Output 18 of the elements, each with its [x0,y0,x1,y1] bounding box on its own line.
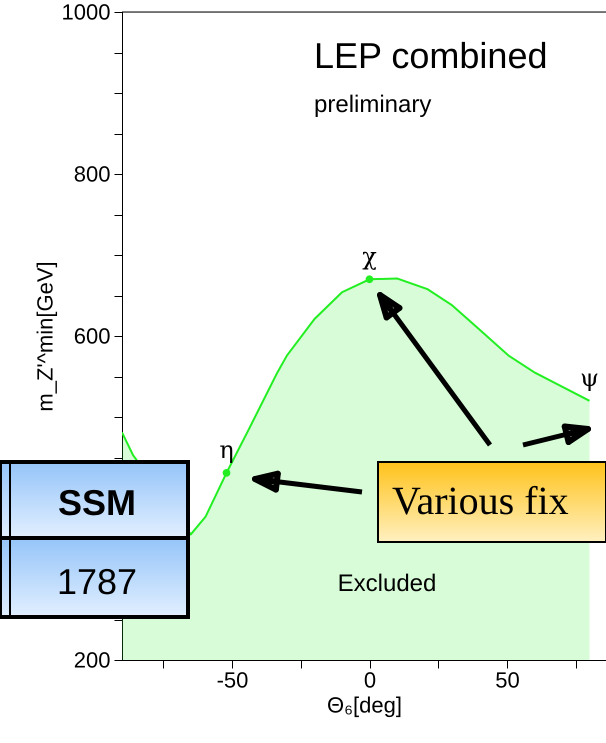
annotation: χ [362,242,378,270]
annotation: η [219,436,234,464]
text: LEP combined [314,35,548,76]
y-tick-label: 200 [74,648,110,672]
y-tick-label: 1000 [62,0,110,24]
x-tick-label: 50 [495,668,520,692]
y-axis-title: m_Z'^min[GeV] [32,261,58,412]
text: preliminary [314,91,432,118]
x-tick-label: 0 [364,668,376,692]
annotation: ψ [580,364,599,392]
annotation: Various fix [392,478,569,523]
x-axis-title: Θ₆[deg] [327,692,402,718]
annotation: Excluded [338,570,436,597]
annotation: 1787 [56,561,138,602]
x-tick-label: -50 [216,668,248,692]
y-tick-label: 800 [74,162,110,186]
annotation: SSM [58,482,136,523]
y-tick-label: 600 [74,324,110,348]
